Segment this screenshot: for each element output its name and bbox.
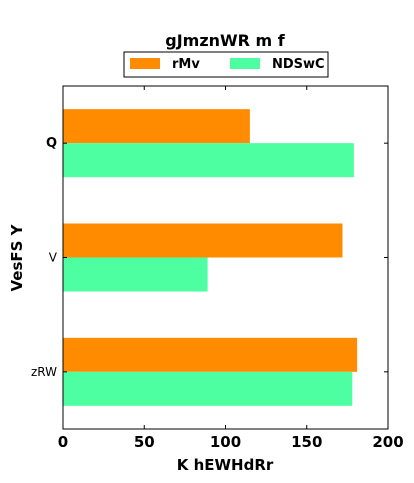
legend-swatch-rmv — [130, 58, 160, 69]
x-tick-label: 150 — [291, 433, 322, 451]
y-tick-label: Q — [46, 136, 57, 151]
y-tick-label: zRW — [31, 365, 57, 379]
chart-title: gJmznWR m f — [165, 31, 286, 50]
x-axis-label: K hEWHdRr — [177, 456, 274, 474]
x-tick-label: 0 — [58, 433, 68, 451]
x-tick-label: 100 — [210, 433, 241, 451]
legend-label-ndswc: NDSwC — [272, 57, 325, 72]
x-tick-label: 200 — [372, 433, 403, 451]
legend: rMv NDSwC — [124, 52, 328, 77]
y-tick-label: V — [49, 251, 58, 265]
bars-layer — [63, 109, 357, 406]
x-tick-label: 50 — [134, 433, 155, 451]
legend-label-rmv: rMv — [172, 57, 200, 72]
bar-rmv-q — [63, 109, 250, 143]
bar-ndswc-q — [63, 143, 354, 177]
bar-ndswc-zrw — [63, 372, 352, 406]
y-axis-label: VesFS Y — [8, 223, 26, 291]
bar-rmv-v — [63, 224, 343, 258]
bar-rmv-zrw — [63, 338, 357, 372]
legend-swatch-ndswc — [230, 58, 260, 69]
bar-ndswc-v — [63, 258, 208, 292]
